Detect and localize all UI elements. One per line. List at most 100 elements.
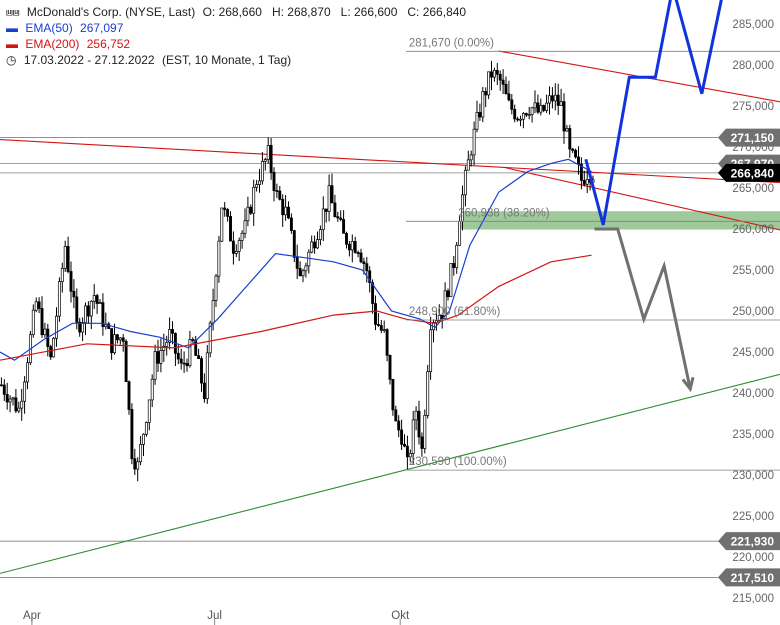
candle-body bbox=[81, 322, 85, 333]
candle-body bbox=[115, 334, 119, 341]
candle-body bbox=[31, 309, 35, 336]
candle-body bbox=[208, 322, 212, 354]
candle-body bbox=[333, 202, 337, 218]
period-info: ◷ 17.03.2022 - 27.12.2022 (EST, 10 Monat… bbox=[6, 53, 295, 67]
candle-body bbox=[220, 207, 224, 242]
price-tag-label: 221,930 bbox=[731, 535, 775, 549]
candle-body bbox=[121, 337, 125, 342]
y-tick-label: 215,000 bbox=[732, 593, 774, 605]
candle-body bbox=[223, 207, 227, 210]
candle-body bbox=[287, 206, 290, 219]
price-tag-bg bbox=[718, 568, 780, 587]
candle-body bbox=[237, 240, 241, 252]
candle-body bbox=[55, 315, 58, 339]
candle-body bbox=[362, 261, 366, 265]
candle-body bbox=[371, 282, 375, 304]
candle-body bbox=[498, 73, 502, 81]
trend-line-lower-channel bbox=[504, 166, 780, 231]
candle-body bbox=[130, 409, 134, 460]
candle-body bbox=[182, 362, 186, 365]
candle-body bbox=[260, 160, 264, 182]
candle-body bbox=[284, 206, 288, 216]
candle-body bbox=[217, 240, 221, 277]
candle-body bbox=[92, 295, 96, 302]
legend-ema50[interactable]: ▬ EMA(50) 267,097 bbox=[6, 21, 127, 35]
candle-body bbox=[234, 250, 238, 254]
ema200-label: EMA(200) bbox=[25, 37, 80, 51]
candle-body bbox=[110, 328, 114, 354]
candle-body bbox=[197, 355, 201, 359]
fib-level-label: 248,900 (61.80%) bbox=[409, 306, 501, 318]
candle-body bbox=[281, 198, 285, 216]
candle-body bbox=[495, 70, 499, 75]
candle-body bbox=[272, 172, 276, 191]
candle-body bbox=[37, 301, 41, 309]
candle-body bbox=[179, 358, 183, 364]
candle-body bbox=[304, 265, 308, 272]
candle-body bbox=[144, 422, 148, 435]
candle-body bbox=[478, 112, 482, 118]
y-tick-label: 275,000 bbox=[732, 101, 774, 113]
y-tick-label: 245,000 bbox=[732, 347, 774, 359]
candle-body bbox=[397, 420, 401, 431]
candle-body bbox=[139, 444, 143, 463]
candle-body bbox=[269, 145, 273, 173]
candle-body bbox=[11, 397, 15, 400]
y-tick-label: 250,000 bbox=[732, 306, 774, 318]
price-tag-label: 266,840 bbox=[731, 166, 775, 180]
candle-body bbox=[347, 243, 351, 251]
candle-body bbox=[391, 378, 395, 411]
candle-body bbox=[536, 102, 540, 113]
y-tick-label: 260,000 bbox=[732, 224, 774, 236]
y-tick-label: 240,000 bbox=[732, 388, 774, 400]
candle-body bbox=[159, 350, 163, 364]
candle-body bbox=[365, 263, 369, 272]
candle-body bbox=[124, 340, 128, 382]
candle-body bbox=[63, 246, 67, 269]
candle-body bbox=[411, 419, 415, 454]
candle-body bbox=[420, 436, 424, 449]
support-zone bbox=[461, 211, 780, 230]
candle-body bbox=[452, 263, 456, 268]
candle-body bbox=[339, 217, 343, 220]
candle-body bbox=[26, 362, 29, 383]
candle-body bbox=[376, 324, 380, 326]
candle-body bbox=[466, 159, 470, 171]
candle-body bbox=[400, 429, 404, 445]
candle-body bbox=[550, 95, 554, 102]
y-tick-label: 230,000 bbox=[732, 470, 774, 482]
candle-body bbox=[571, 148, 575, 151]
candle-body bbox=[8, 398, 12, 403]
candle-body bbox=[252, 186, 256, 214]
candle-body bbox=[150, 378, 154, 401]
instrument-title: McDonald's Corp. (NYSE, Last) bbox=[26, 5, 196, 19]
candle-body bbox=[2, 384, 6, 395]
candle-body bbox=[539, 105, 543, 113]
y-tick-label: 255,000 bbox=[732, 265, 774, 277]
price-tag-bg bbox=[718, 128, 780, 147]
candle-body bbox=[133, 458, 137, 470]
candle-body bbox=[492, 70, 496, 78]
trend-line-long-downtrend bbox=[0, 139, 780, 184]
candle-body bbox=[246, 206, 250, 222]
candle-body bbox=[258, 180, 261, 185]
candle-body bbox=[263, 159, 267, 162]
candle-body bbox=[229, 216, 232, 242]
ema50-line bbox=[0, 158, 592, 361]
candle-body bbox=[504, 83, 508, 95]
period-range: 17.03.2022 - 27.12.2022 bbox=[23, 53, 155, 67]
legend-ema200[interactable]: ▬ EMA(200) 256,752 bbox=[6, 37, 134, 51]
candle-body bbox=[403, 443, 406, 447]
candle-body bbox=[101, 302, 105, 327]
candle-body bbox=[43, 328, 47, 336]
x-axis: Apr Jul Okt bbox=[23, 610, 410, 625]
candle-body bbox=[521, 113, 525, 120]
candle-body bbox=[446, 290, 450, 298]
ema200-line bbox=[0, 254, 592, 361]
price-tag-label: 217,510 bbox=[731, 571, 775, 585]
candle-body bbox=[429, 329, 433, 373]
candle-body bbox=[49, 346, 53, 358]
chart-type-icon[interactable]: ⩏⩏ bbox=[6, 5, 20, 19]
